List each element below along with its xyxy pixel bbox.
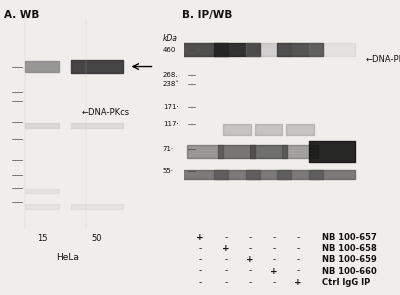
- Text: NB 100-658: NB 100-658: [322, 244, 377, 253]
- Text: NB 100-659: NB 100-659: [322, 255, 377, 264]
- Bar: [25, 232, 59, 244]
- Text: 268.: 268.: [163, 72, 178, 78]
- Text: -: -: [272, 233, 276, 242]
- Text: -: -: [248, 233, 252, 242]
- Text: 238ˇ: 238ˇ: [163, 81, 180, 86]
- Text: -: -: [272, 244, 276, 253]
- Text: -: -: [272, 278, 276, 287]
- Text: -: -: [248, 267, 252, 276]
- Text: -: -: [296, 233, 300, 242]
- Text: +: +: [270, 267, 278, 276]
- Text: 55·: 55·: [163, 168, 174, 174]
- Text: B. IP/WB: B. IP/WB: [182, 10, 232, 20]
- Text: -: -: [198, 255, 202, 264]
- Bar: [71, 232, 122, 244]
- Text: +: +: [294, 278, 302, 287]
- Text: ←DNA-PKcs: ←DNA-PKcs: [82, 109, 130, 117]
- Text: -: -: [296, 255, 300, 264]
- Text: +: +: [196, 233, 204, 242]
- Text: -: -: [198, 244, 202, 253]
- Text: +: +: [222, 244, 230, 253]
- Text: 117·: 117·: [163, 121, 179, 127]
- Text: ←DNA-PKcs: ←DNA-PKcs: [366, 55, 400, 63]
- Text: -: -: [296, 267, 300, 276]
- Text: 460: 460: [163, 47, 176, 53]
- Text: NB 100-660: NB 100-660: [322, 267, 377, 276]
- Text: -: -: [248, 278, 252, 287]
- Text: -: -: [272, 255, 276, 264]
- Text: -: -: [224, 255, 228, 264]
- Text: -: -: [248, 244, 252, 253]
- Text: -: -: [198, 267, 202, 276]
- Text: 15: 15: [37, 234, 47, 243]
- Text: 50: 50: [92, 234, 102, 243]
- Text: HeLa: HeLa: [56, 253, 79, 262]
- Text: kDa: kDa: [163, 35, 178, 43]
- Text: 71·: 71·: [163, 146, 174, 153]
- Text: -: -: [224, 233, 228, 242]
- Text: -: -: [198, 278, 202, 287]
- Text: NB 100-657: NB 100-657: [322, 233, 377, 242]
- Text: +: +: [246, 255, 254, 264]
- Text: -: -: [224, 267, 228, 276]
- Text: 171·: 171·: [163, 104, 179, 110]
- Text: -: -: [296, 244, 300, 253]
- Text: Ctrl IgG IP: Ctrl IgG IP: [322, 278, 370, 287]
- Text: A. WB: A. WB: [4, 10, 39, 20]
- Text: -: -: [224, 278, 228, 287]
